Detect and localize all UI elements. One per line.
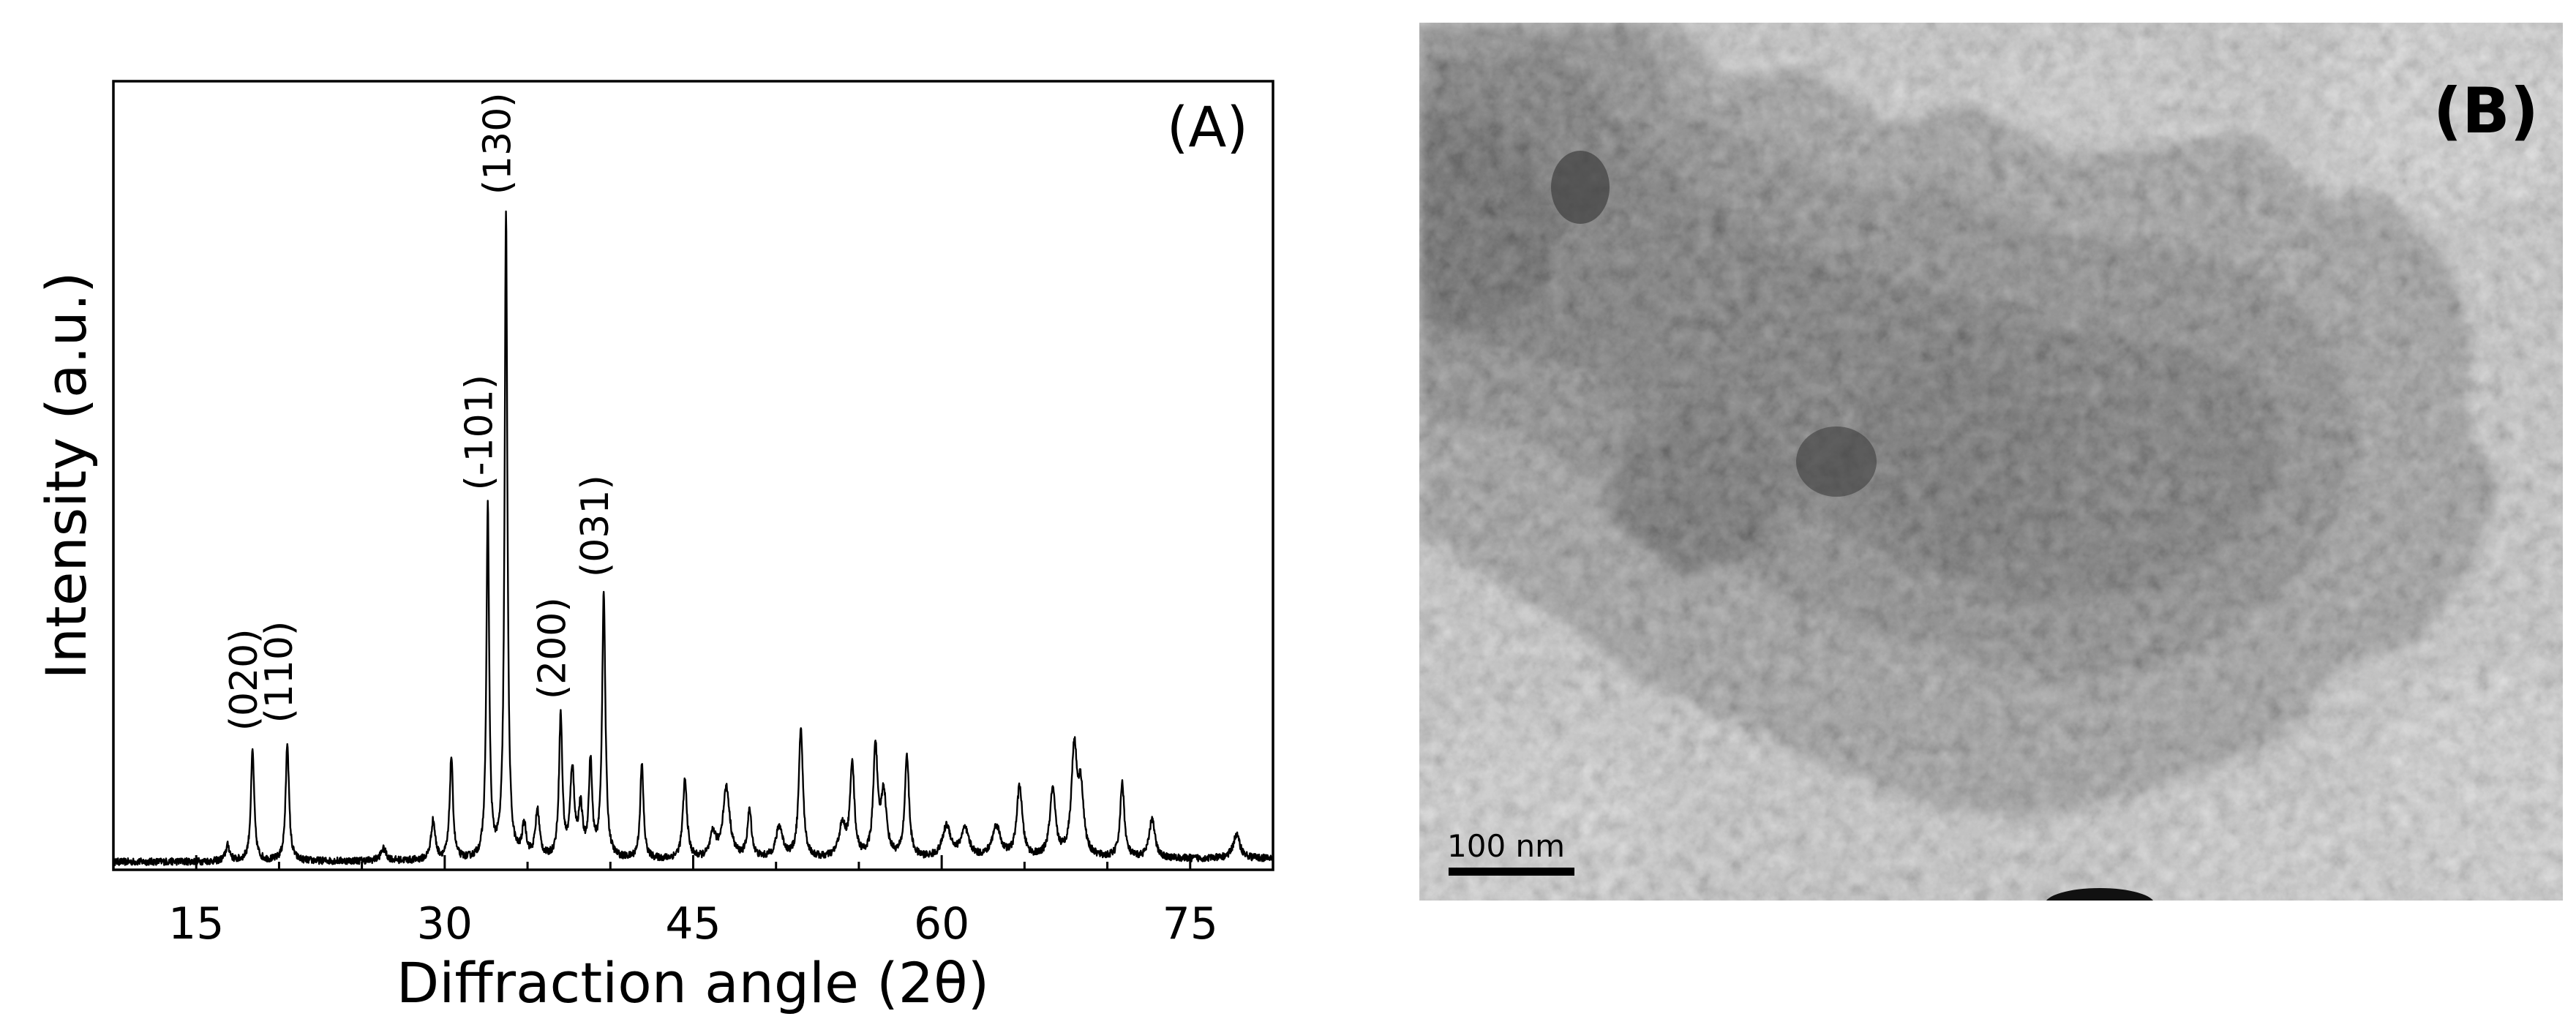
dark-edge-particle [2046,888,2154,901]
panel-a-label: (A) [1167,94,1248,159]
scale-bar-label: 100 nm [1447,828,1565,864]
x-tick-label: 60 [914,898,969,950]
x-tick-label: 45 [665,898,721,950]
x-axis-ticks [112,855,1274,870]
peak-label: (130) [476,92,520,195]
y-axis-label: Intensity (a.u.) [34,271,99,679]
peak-label: (200) [530,597,574,699]
plot-frame [112,80,1274,871]
peak-label: (020) [222,628,266,731]
scale-bar [1449,868,1574,876]
tem-texture [1419,23,2563,901]
panel-b-label: (B) [2433,75,2539,148]
peak-label: (110) [258,621,301,723]
peak-annotations: (020)(110) (-101) (130) (200)(031) [222,92,617,731]
dark-particle [1796,426,1877,497]
x-tick-label: 15 [168,898,224,950]
xrd-chart: 15 30 45 60 75 (020)(110) (-101) (130) (200)(03… [34,80,1274,1015]
tem-micrograph: 100 nm (B) [1419,23,2563,901]
dark-particle [1551,151,1610,224]
x-axis-label: Diffraction angle (2θ) [397,950,990,1015]
x-tick-label: 30 [417,898,473,950]
peak-label: (031) [574,475,617,577]
x-axis-tick-labels: 15 30 45 60 75 [168,898,1218,950]
peak-label: (-101) [458,375,502,491]
x-tick-label: 75 [1163,898,1218,950]
xrd-pattern-line [112,210,1274,866]
